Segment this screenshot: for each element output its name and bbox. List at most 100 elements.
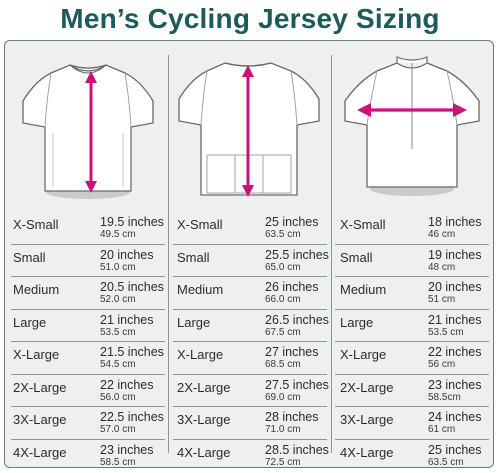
measurement-cm: 53.5 cm bbox=[100, 326, 136, 338]
row-divider bbox=[11, 308, 165, 310]
size-label: Medium bbox=[177, 282, 224, 297]
size-label: X-Large bbox=[340, 347, 387, 362]
size-label: 2X-Large bbox=[340, 379, 394, 395]
row-divider bbox=[11, 341, 165, 342]
row-divider bbox=[173, 308, 327, 310]
measurement-cm: 53.5 cm bbox=[428, 326, 464, 338]
measurement-inches: 22 inches bbox=[428, 345, 482, 359]
size-label: 4X-Large bbox=[13, 444, 67, 460]
size-label: Medium bbox=[340, 282, 387, 297]
size-label: X-Large bbox=[13, 347, 60, 362]
measurement-cm: 48 cm bbox=[428, 261, 456, 273]
row-divider bbox=[11, 438, 165, 440]
row-divider bbox=[173, 406, 327, 407]
row-divider bbox=[173, 438, 327, 440]
column-divider bbox=[168, 55, 169, 453]
size-label: 4X-Large bbox=[340, 444, 394, 460]
measurement-cm: 58.5 cm bbox=[100, 456, 136, 468]
measurement-inches: 28 inches bbox=[265, 410, 319, 424]
jersey-front-length-icon bbox=[22, 64, 154, 199]
measurement-cm: 56 cm bbox=[428, 359, 456, 370]
measurement-inches: 22.5 inches bbox=[100, 410, 164, 424]
measurement-cm: 51 cm bbox=[428, 294, 456, 305]
row-divider bbox=[335, 373, 489, 375]
size-label: Small bbox=[177, 249, 210, 265]
row-divider bbox=[11, 373, 165, 375]
measurement-inches: 25 inches bbox=[428, 442, 482, 457]
row-divider bbox=[335, 406, 489, 407]
row-divider bbox=[335, 276, 489, 277]
row-divider bbox=[173, 243, 327, 245]
size-label: 3X-Large bbox=[13, 412, 67, 427]
measurement-cm: 63.5 cm bbox=[265, 229, 301, 240]
measurement-cm: 49.5 cm bbox=[100, 229, 136, 240]
measurement-cm: 66.0 cm bbox=[265, 294, 301, 305]
size-label: Large bbox=[340, 314, 374, 330]
size-label: Large bbox=[13, 314, 47, 330]
measurement-inches: 27 inches bbox=[265, 345, 319, 359]
measurement-cm: 51.0 cm bbox=[100, 261, 136, 273]
size-label: 2X-Large bbox=[13, 379, 67, 395]
size-label: 4X-Large bbox=[177, 444, 231, 460]
measurement-cm: 58.5cm bbox=[428, 391, 461, 403]
measurement-cm: 65.0 cm bbox=[265, 261, 301, 273]
measurement-cm: 61 cm bbox=[428, 424, 456, 435]
size-label: X-Small bbox=[177, 217, 223, 232]
size-label: X-Small bbox=[340, 217, 386, 232]
measurement-inches: 22 inches bbox=[100, 377, 154, 392]
jersey-back-length-icon bbox=[178, 62, 320, 197]
size-label: Large bbox=[177, 314, 211, 330]
measurement-cm: 52.0 cm bbox=[100, 294, 136, 305]
measurement-cm: 69.0 cm bbox=[265, 391, 301, 403]
measurement-cm: 63.5 cm bbox=[428, 456, 464, 468]
measurement-inches: 25 inches bbox=[265, 215, 319, 229]
measurement-inches: 27.5 inches bbox=[265, 377, 329, 392]
row-divider bbox=[173, 341, 327, 342]
measurement-inches: 24 inches bbox=[428, 410, 482, 424]
measurement-inches: 19.5 inches bbox=[100, 215, 164, 229]
size-label: 3X-Large bbox=[177, 412, 231, 427]
row-divider bbox=[173, 276, 327, 277]
measurement-inches: 23 inches bbox=[100, 442, 154, 457]
row-divider bbox=[11, 243, 165, 245]
measurement-cm: 54.5 cm bbox=[100, 359, 136, 370]
measurement-inches: 21.5 inches bbox=[100, 345, 164, 359]
size-label: X-Large bbox=[177, 347, 224, 362]
measurement-inches: 19 inches bbox=[428, 247, 482, 262]
measurement-inches: 28.5 inches bbox=[265, 442, 329, 457]
row-divider bbox=[335, 341, 489, 342]
size-label: 2X-Large bbox=[177, 379, 231, 395]
row-divider bbox=[335, 438, 489, 440]
measurement-inches: 21 inches bbox=[428, 312, 482, 327]
measurement-cm: 67.5 cm bbox=[265, 326, 301, 338]
column-divider bbox=[331, 55, 332, 453]
measurement-cm: 56.0 cm bbox=[100, 391, 136, 403]
measurement-cm: 68.5 cm bbox=[265, 359, 301, 370]
jersey-chest-width-icon bbox=[344, 56, 480, 196]
size-label: X-Small bbox=[13, 217, 59, 232]
row-divider bbox=[11, 276, 165, 277]
row-divider bbox=[11, 406, 165, 407]
measurement-cm: 71.0 cm bbox=[265, 424, 301, 435]
measurement-inches: 25.5 inches bbox=[265, 247, 329, 262]
page-title: Men’s Cycling Jersey Sizing bbox=[60, 3, 440, 34]
measurement-inches: 20 inches bbox=[100, 247, 154, 262]
row-divider bbox=[335, 308, 489, 310]
measurement-inches: 18 inches bbox=[428, 215, 482, 229]
size-label: Small bbox=[13, 249, 46, 265]
measurement-cm: 72.5 cm bbox=[265, 456, 301, 468]
measurement-cm: 46 cm bbox=[428, 229, 456, 240]
measurement-cm: 57.0 cm bbox=[100, 424, 136, 435]
row-divider bbox=[173, 373, 327, 375]
measurement-inches: 26 inches bbox=[265, 280, 319, 294]
measurement-inches: 23 inches bbox=[428, 377, 482, 392]
size-label: Small bbox=[340, 249, 373, 265]
measurement-inches: 20.5 inches bbox=[100, 280, 164, 294]
size-label: Medium bbox=[13, 282, 60, 297]
size-label: 3X-Large bbox=[340, 412, 394, 427]
row-divider bbox=[335, 243, 489, 245]
sizing-panel: X-Small 19.5 inches 49.5 cm Small 20 inches 5… bbox=[4, 40, 494, 468]
measurement-inches: 26.5 inches bbox=[265, 312, 329, 327]
measurement-inches: 20 inches bbox=[428, 280, 482, 294]
measurement-inches: 21 inches bbox=[100, 312, 154, 327]
